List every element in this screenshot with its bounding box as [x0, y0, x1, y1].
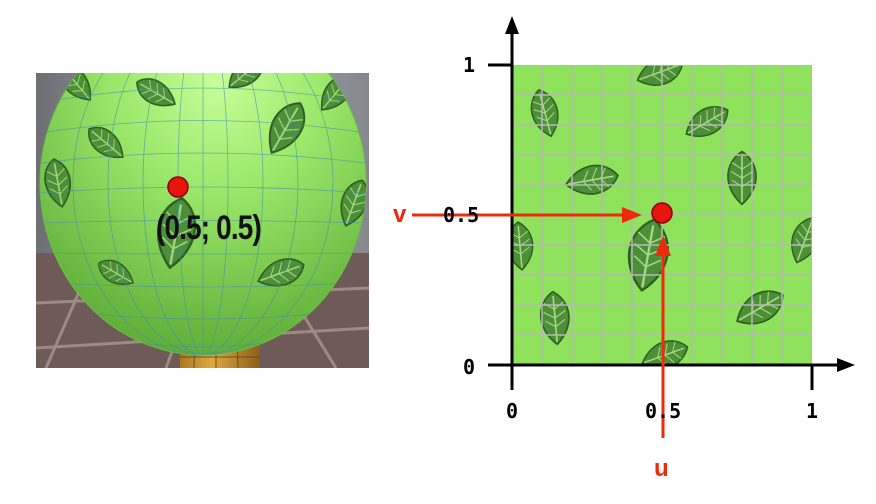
x-tick-0-5: 0.5	[645, 399, 682, 423]
v-axis-label: v	[393, 201, 407, 228]
x-tick-1: 1	[806, 399, 819, 423]
y-tick-0: 0	[463, 355, 476, 379]
v-axis	[505, 16, 519, 390]
x-tick-0: 0	[506, 399, 519, 423]
render-viewport: (0.5; 0.5)	[36, 73, 369, 368]
u-arrow	[655, 236, 671, 438]
y-tick-0-5: 0.5	[443, 203, 480, 227]
tree-render	[36, 73, 369, 368]
v-arrow	[412, 207, 642, 223]
point-coordinate-label: (0.5; 0.5)	[156, 209, 262, 247]
u-axis-label: u	[654, 455, 669, 482]
point-marker	[167, 176, 189, 198]
uv-point-marker	[651, 202, 673, 224]
y-tick-1: 1	[463, 53, 476, 77]
